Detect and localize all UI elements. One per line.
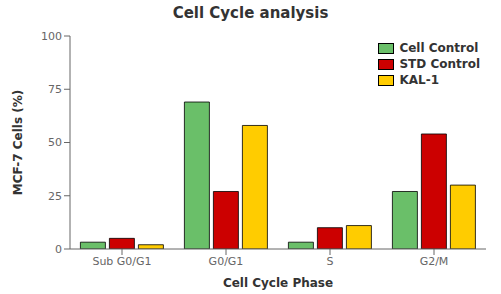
svg-text:G2/M: G2/M — [420, 255, 449, 268]
svg-text:MCF-7 Cells (%): MCF-7 Cells (%) — [11, 90, 25, 196]
svg-text:Sub G0/G1: Sub G0/G1 — [92, 255, 151, 268]
svg-text:S: S — [327, 255, 334, 268]
html-text:Cell Control: Cell Control — [399, 41, 479, 55]
html-text:Cell Cycle analysis: Cell Cycle analysis — [172, 4, 329, 22]
svg-text:50: 50 — [48, 136, 62, 149]
svg-text:25: 25 — [48, 190, 62, 203]
svg-text:G0/G1: G0/G1 — [209, 255, 244, 268]
svg-text:100: 100 — [41, 30, 62, 43]
svg-text:Cell Cycle Phase: Cell Cycle Phase — [223, 276, 333, 290]
svg-text:0: 0 — [55, 243, 62, 256]
svg-text:75: 75 — [48, 83, 62, 96]
html-text:KAL-1: KAL-1 — [399, 73, 439, 87]
html-text:STD Control: STD Control — [399, 57, 480, 71]
